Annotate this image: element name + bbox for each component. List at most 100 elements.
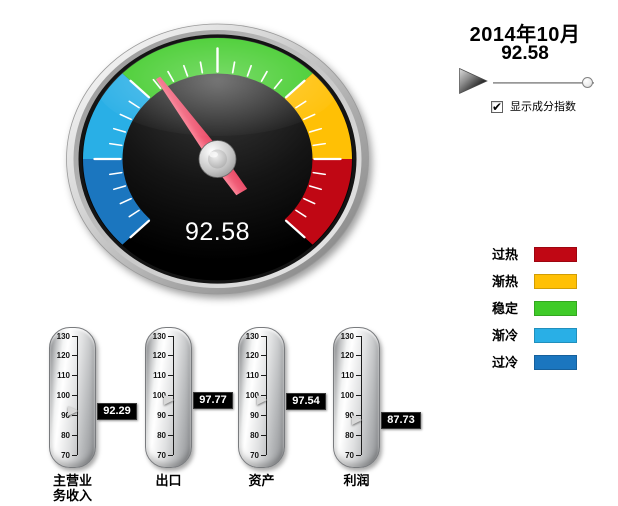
gauge-tick (119, 197, 132, 205)
gauge-tick (112, 185, 127, 191)
thermometer-category-label: 利润 (343, 473, 370, 488)
thermometer-tick-mark (261, 375, 266, 377)
checkbox-check-icon: ✔ (492, 100, 503, 114)
thermometer-tick-mark (356, 335, 361, 337)
thermometer-axis-line (77, 336, 78, 455)
thermometer-tick-label: 100 (56, 391, 70, 400)
gauge-tick (308, 127, 323, 133)
legend-color-swatch (534, 301, 577, 316)
period-label: 2014年10月 (469, 24, 581, 46)
thermometer-pointer-icon (68, 405, 78, 416)
thermometer-gauge: 130 120 110 100 90 80 70 92.29 主营业 务收入 (49, 327, 137, 503)
thermometer-tick-mark (168, 355, 173, 357)
thermometer-tick-mark (261, 454, 266, 456)
legend-color-swatch (534, 355, 577, 370)
thermometer-tick-mark (72, 375, 77, 377)
thermometer-tick-label: 100 (245, 391, 259, 400)
thermometer-tick-label: 80 (250, 430, 259, 440)
legend-item-label: 过冷 (492, 355, 519, 370)
thermometer-tick-label: 70 (250, 450, 259, 460)
thermometer-tick-label: 120 (245, 351, 259, 361)
thermometer-axis-line (361, 336, 362, 455)
thermometer-tick-label: 90 (61, 410, 70, 420)
thermometer-tick-mark (168, 434, 173, 436)
thermometer-tick-mark (356, 375, 361, 377)
thermometer-tick-mark (72, 434, 77, 436)
thermometer-tick-label: 110 (246, 371, 259, 381)
thermometer-tick-label: 120 (152, 351, 166, 361)
thermometer-category-label: 资产 (248, 473, 275, 488)
show-components-checkbox-label: 显示成分指数 (510, 101, 576, 113)
thermometer-value-label: 92.29 (97, 403, 137, 421)
thermometer-tick-label: 100 (340, 391, 354, 400)
thermometer-tick-label: 80 (157, 430, 166, 440)
legend-item: 渐热 (492, 274, 586, 289)
thermometer-tick-label: 90 (157, 410, 166, 420)
index-value-label: 92.58 (501, 43, 549, 64)
gauge-tick (129, 219, 151, 239)
legend-item: 过热 (492, 247, 586, 262)
thermometer-tick-mark (72, 395, 77, 396)
legend-item-label: 渐热 (492, 274, 519, 289)
legend-color-swatch (534, 328, 577, 343)
legend-item: 渐冷 (492, 328, 586, 343)
legend-item: 稳定 (492, 301, 586, 316)
thermometer-tick-mark (356, 395, 361, 396)
gauge-zone (284, 158, 352, 245)
thermometer-pointer-icon (257, 395, 267, 406)
gauge-tick (303, 197, 316, 205)
gauge-tick (128, 209, 140, 218)
thermometer-tick-mark (261, 335, 266, 337)
legend-item: 过冷 (492, 355, 586, 370)
thermometer-tick-label: 100 (152, 391, 166, 400)
gauge-tick (108, 171, 123, 176)
thermometer-tick-label: 70 (345, 450, 354, 460)
timeline-slider-thumb[interactable] (582, 77, 594, 88)
thermometer-pointer-icon (352, 414, 362, 425)
gauge-tick (108, 142, 123, 147)
play-button[interactable] (458, 67, 489, 95)
thermometer-tick-label: 120 (340, 351, 354, 361)
thermometer-tick-label: 80 (61, 430, 70, 440)
thermometer-tick-mark (356, 355, 361, 357)
timeline-slider-track[interactable] (493, 82, 594, 84)
legend-color-swatch (534, 274, 577, 289)
gauge-hub-highlight (209, 151, 218, 158)
thermometer-tick-label: 90 (250, 410, 259, 420)
thermometer-tick-mark (168, 414, 173, 416)
show-components-checkbox[interactable]: ✔ (491, 101, 503, 113)
thermometer-value-label: 97.54 (286, 392, 326, 410)
gauge-tick (112, 127, 127, 133)
thermometer-tick-mark (168, 375, 173, 377)
thermometer-category-label: 出口 (155, 473, 182, 488)
thermometer-tick-label: 110 (153, 371, 166, 381)
thermometer-tick-mark (72, 355, 77, 357)
thermometer-value-label: 97.77 (193, 392, 233, 410)
thermometer-tick-mark (72, 335, 77, 337)
climate-index-gauge: 92.58 (66, 23, 369, 295)
thermometer-tick-label: 130 (340, 331, 354, 341)
thermometer-value-label: 87.73 (381, 412, 421, 430)
gauge-tick (295, 209, 307, 218)
thermometer-tick-label: 110 (341, 371, 354, 381)
gauge-tick (284, 219, 306, 239)
gauge-tick (312, 171, 327, 176)
legend-item-label: 过热 (492, 247, 519, 262)
gauge-gloss-highlight (95, 37, 340, 136)
thermometer-capsule (333, 327, 380, 468)
thermometer-tick-label: 120 (56, 351, 70, 361)
thermometer-tick-label: 110 (57, 371, 70, 381)
thermometer-tick-label: 70 (61, 450, 70, 460)
legend-item-label: 渐冷 (492, 328, 519, 343)
thermometer-category-label: 主营业 务收入 (52, 473, 92, 504)
thermometer-tick-mark (261, 434, 266, 436)
thermometer-gauge: 130 120 110 100 90 80 70 87.73 利润 (333, 327, 421, 488)
gauge-tick (312, 142, 327, 147)
gauge-value-text: 92.58 (185, 218, 250, 246)
thermometer-gauge: 130 120 110 100 90 80 70 97.54 资产 (238, 327, 326, 488)
thermometer-pointer-icon (164, 394, 174, 405)
thermometer-tick-mark (356, 454, 361, 456)
thermometer-gauge: 130 120 110 100 90 80 70 97.77 出口 (145, 327, 233, 488)
thermometer-tick-mark (356, 434, 361, 436)
gauge-tick (308, 185, 323, 191)
